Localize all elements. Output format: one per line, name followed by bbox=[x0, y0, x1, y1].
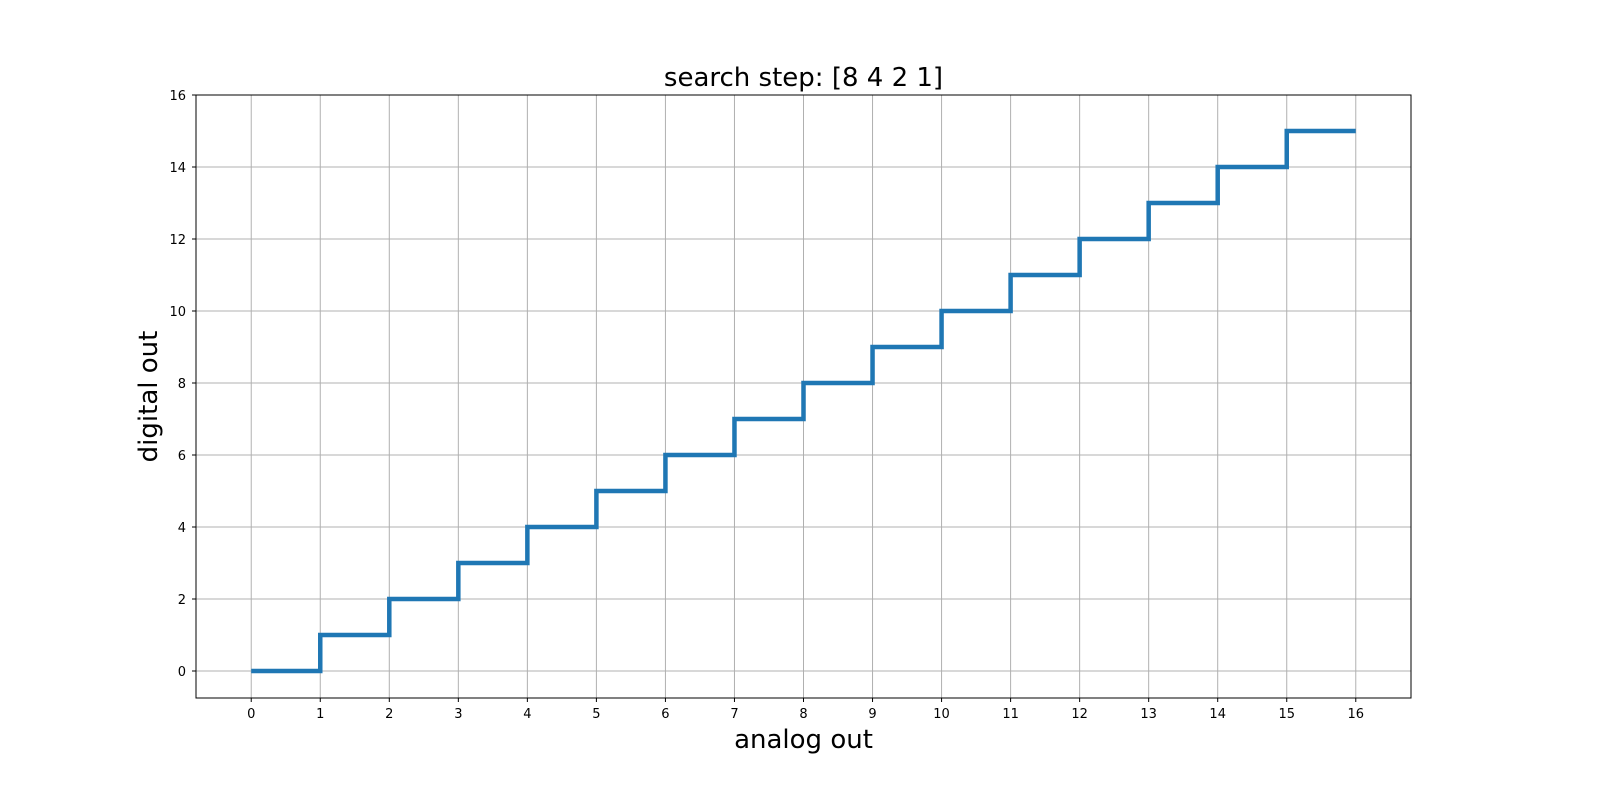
x-tick-label: 11 bbox=[1002, 707, 1019, 722]
x-tick-label: 3 bbox=[454, 707, 462, 722]
x-tick-label: 0 bbox=[247, 707, 255, 722]
series-line-0 bbox=[251, 128, 1356, 674]
y-tick-label: 6 bbox=[178, 449, 186, 464]
x-tick-label: 12 bbox=[1071, 707, 1088, 722]
x-axis-label: analog out bbox=[734, 725, 873, 755]
y-tick-label: 16 bbox=[169, 89, 186, 104]
y-tick-label: 12 bbox=[169, 233, 186, 248]
x-tick-label: 2 bbox=[385, 707, 393, 722]
y-tick-label: 2 bbox=[178, 593, 186, 608]
x-tick-label: 13 bbox=[1140, 707, 1157, 722]
x-tick-label: 9 bbox=[868, 707, 876, 722]
series-layer bbox=[251, 128, 1356, 674]
y-tick-label: 8 bbox=[178, 377, 186, 392]
x-tick-label: 14 bbox=[1209, 707, 1226, 722]
x-tick-label: 5 bbox=[592, 707, 600, 722]
x-tick-label: 7 bbox=[730, 707, 738, 722]
grid bbox=[196, 94, 1411, 698]
x-tick-label: 16 bbox=[1347, 707, 1364, 722]
x-tick-label: 8 bbox=[799, 707, 807, 722]
x-tick-label: 1 bbox=[316, 707, 324, 722]
x-tick-label: 6 bbox=[661, 707, 669, 722]
chart-title: search step: [8 4 2 1] bbox=[664, 63, 943, 93]
y-tick-label: 14 bbox=[169, 161, 186, 176]
x-tick-label: 4 bbox=[523, 707, 531, 722]
y-tick-label: 10 bbox=[169, 305, 186, 320]
x-tick-label: 10 bbox=[933, 707, 950, 722]
y-tick-label: 4 bbox=[178, 521, 186, 536]
y-tick-label: 0 bbox=[178, 665, 186, 680]
x-tick-label: 15 bbox=[1278, 707, 1295, 722]
y-axis-label: digital out bbox=[134, 331, 164, 463]
